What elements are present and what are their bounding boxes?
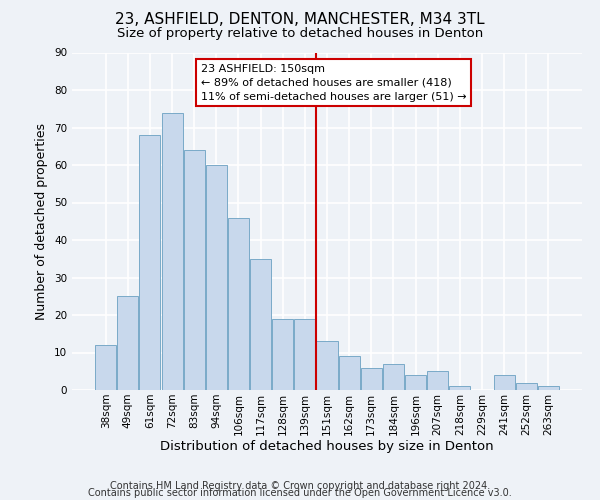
Bar bbox=[427, 371, 448, 390]
Bar bbox=[449, 386, 470, 390]
Bar bbox=[184, 150, 205, 390]
Bar bbox=[139, 135, 160, 390]
Bar bbox=[515, 382, 536, 390]
Bar bbox=[494, 375, 515, 390]
Bar bbox=[118, 296, 139, 390]
Bar bbox=[361, 368, 382, 390]
Bar bbox=[405, 375, 426, 390]
Bar bbox=[95, 345, 116, 390]
Bar bbox=[338, 356, 359, 390]
Text: 23 ASHFIELD: 150sqm
← 89% of detached houses are smaller (418)
11% of semi-detac: 23 ASHFIELD: 150sqm ← 89% of detached ho… bbox=[201, 64, 466, 102]
Bar bbox=[206, 165, 227, 390]
Bar bbox=[538, 386, 559, 390]
Text: Size of property relative to detached houses in Denton: Size of property relative to detached ho… bbox=[117, 28, 483, 40]
X-axis label: Distribution of detached houses by size in Denton: Distribution of detached houses by size … bbox=[160, 440, 494, 454]
Bar bbox=[250, 259, 271, 390]
Text: Contains public sector information licensed under the Open Government Licence v3: Contains public sector information licen… bbox=[88, 488, 512, 498]
Bar bbox=[228, 218, 249, 390]
Bar bbox=[161, 112, 182, 390]
Bar bbox=[295, 319, 316, 390]
Y-axis label: Number of detached properties: Number of detached properties bbox=[35, 122, 49, 320]
Bar bbox=[383, 364, 404, 390]
Text: Contains HM Land Registry data © Crown copyright and database right 2024.: Contains HM Land Registry data © Crown c… bbox=[110, 481, 490, 491]
Text: 23, ASHFIELD, DENTON, MANCHESTER, M34 3TL: 23, ASHFIELD, DENTON, MANCHESTER, M34 3T… bbox=[115, 12, 485, 28]
Bar bbox=[316, 341, 338, 390]
Bar bbox=[272, 319, 293, 390]
